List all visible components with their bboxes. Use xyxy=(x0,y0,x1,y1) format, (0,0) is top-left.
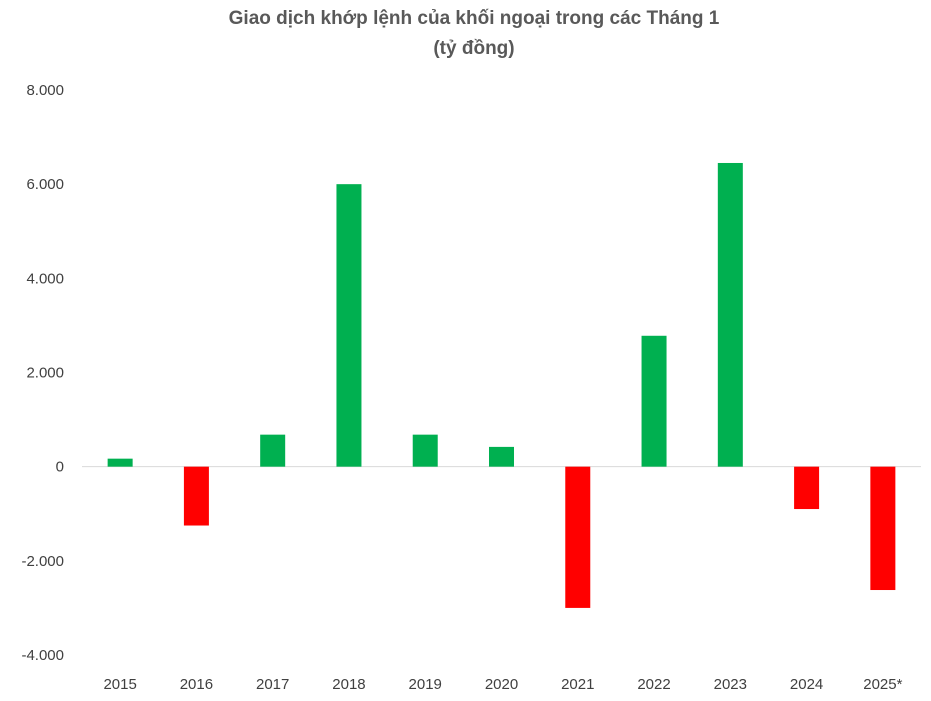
bar-2024 xyxy=(794,466,820,510)
bar-2019 xyxy=(412,434,438,467)
y-tick-label: 4.000 xyxy=(26,270,64,287)
x-tick-label: 2021 xyxy=(561,676,594,693)
bar-2022 xyxy=(641,335,667,467)
y-tick-label: -2.000 xyxy=(21,553,64,570)
bar-2017 xyxy=(260,434,286,467)
x-tick-label: 2025* xyxy=(863,676,902,693)
bar-2020 xyxy=(489,446,514,467)
chart-subtitle: (tỷ đồng) xyxy=(433,38,514,59)
x-tick-label: 2023 xyxy=(714,676,747,693)
bar-2015 xyxy=(107,458,133,467)
x-tick-label: 2015 xyxy=(103,676,136,693)
y-tick-label: 6.000 xyxy=(26,176,64,193)
chart-title: Giao dịch khớp lệnh của khối ngoại trong… xyxy=(229,8,720,29)
bars xyxy=(107,162,896,608)
y-axis-tick-labels: 8.000 6.000 4.000 2.000 0 -2.000 -4.000 xyxy=(21,82,64,664)
x-tick-label: 2024 xyxy=(790,676,823,693)
y-tick-label: 8.000 xyxy=(26,82,64,99)
bar-2016 xyxy=(183,466,209,526)
x-axis-tick-labels: 2015 2016 2017 2018 2019 2020 2021 2022 2023 2024… xyxy=(103,676,902,693)
bar-2018 xyxy=(336,184,362,467)
x-tick-label: 2020 xyxy=(485,676,518,693)
y-tick-label: 2.000 xyxy=(26,365,64,382)
bar-2025-star xyxy=(870,466,896,591)
x-tick-label: 2019 xyxy=(409,676,442,693)
x-tick-label: 2018 xyxy=(332,676,365,693)
x-tick-label: 2022 xyxy=(637,676,670,693)
bar-2023 xyxy=(717,162,743,467)
y-tick-label: -4.000 xyxy=(21,647,64,664)
bar-2021 xyxy=(565,466,591,608)
x-tick-label: 2017 xyxy=(256,676,289,693)
y-tick-label: 0 xyxy=(56,459,64,476)
x-tick-label: 2016 xyxy=(180,676,213,693)
